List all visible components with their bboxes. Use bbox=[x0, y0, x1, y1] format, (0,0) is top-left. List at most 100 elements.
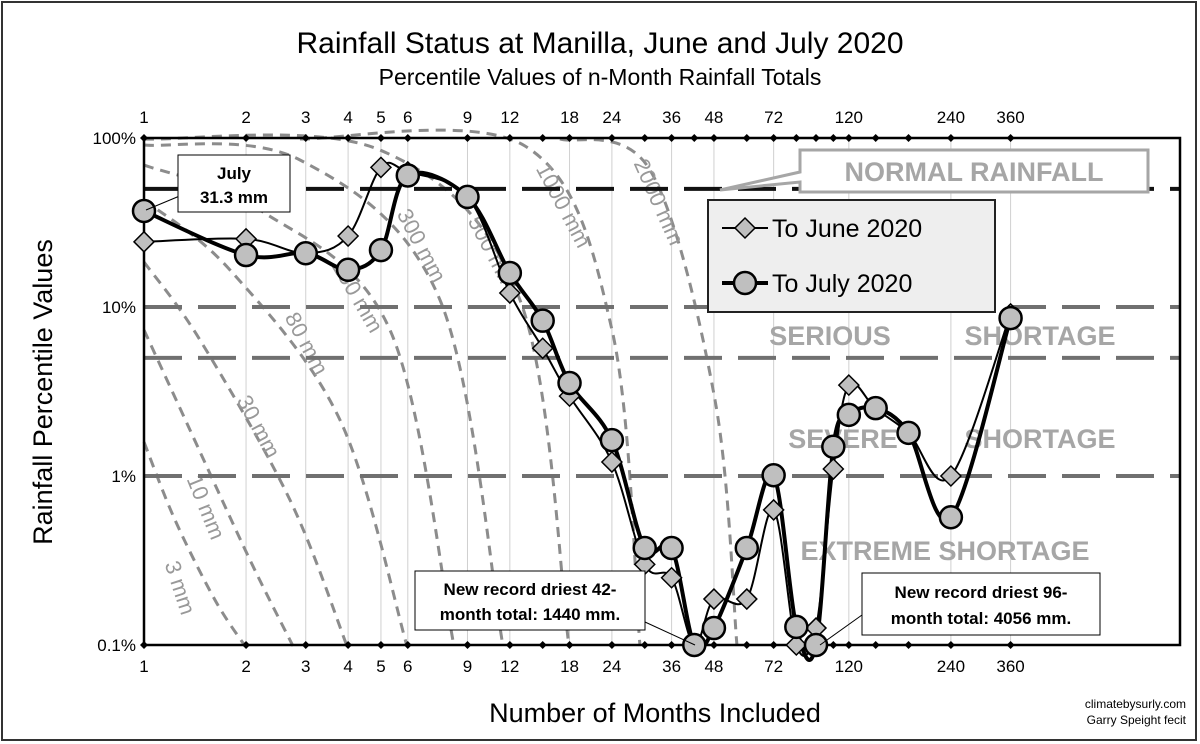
june-data-point bbox=[132, 230, 156, 253]
bottom-x-tick-label: 120 bbox=[835, 657, 863, 676]
bottom-x-tick-label: 6 bbox=[403, 657, 412, 676]
bottom-x-tick-label: 12 bbox=[500, 657, 519, 676]
record42-line2: month total: 1440 mm. bbox=[440, 605, 620, 624]
axis-tick-mark bbox=[769, 641, 778, 649]
legend-label-june: To June 2020 bbox=[772, 215, 922, 243]
bottom-x-tick-label: 48 bbox=[704, 657, 723, 676]
axis-tick-mark bbox=[640, 641, 649, 649]
bottom-x-tick-label: 36 bbox=[662, 657, 681, 676]
june-data-point bbox=[660, 566, 683, 589]
july-data-point bbox=[530, 308, 555, 333]
axis-tick-mark bbox=[607, 134, 616, 142]
july-data-point bbox=[836, 402, 862, 428]
axis-tick-mark bbox=[690, 134, 699, 142]
axis-tick-mark bbox=[946, 134, 955, 142]
credit-author: Garry Speight fecit bbox=[1087, 713, 1187, 727]
axis-tick-mark bbox=[463, 134, 472, 142]
axis-tick-mark bbox=[565, 134, 574, 142]
axis-tick-mark bbox=[403, 641, 412, 649]
rainfall-curve-label: 80 mm bbox=[280, 308, 334, 379]
axis-tick-mark bbox=[463, 641, 472, 649]
zone-label-serious: SERIOUS bbox=[769, 321, 891, 351]
top-x-tick-label: 6 bbox=[403, 108, 412, 127]
axis-tick-mark bbox=[829, 134, 838, 142]
rainfall-curve bbox=[142, 329, 295, 647]
bottom-x-tick-label: 360 bbox=[996, 657, 1024, 676]
top-x-tick-label: 36 bbox=[662, 108, 681, 127]
july-data-point bbox=[455, 184, 480, 210]
top-x-tick-label: 2 bbox=[241, 108, 250, 127]
bottom-x-tick-label: 18 bbox=[560, 657, 579, 676]
rainfall-curve bbox=[559, 137, 739, 647]
bottom-x-tick-label: 3 bbox=[301, 657, 310, 676]
july-callout-pointer bbox=[145, 194, 183, 211]
july-data-point bbox=[821, 434, 846, 459]
record42-annotation-box bbox=[414, 570, 646, 631]
bottom-x-tick-label: 72 bbox=[764, 657, 783, 676]
record96-line1: New record driest 96- bbox=[895, 583, 1068, 602]
axis-tick-mark bbox=[140, 641, 148, 649]
july-data-point bbox=[293, 240, 318, 266]
june-data-point bbox=[531, 337, 554, 360]
top-x-tick-label: 1 bbox=[139, 108, 148, 127]
rainfall-curve bbox=[143, 142, 505, 647]
y-tick-label: 1% bbox=[111, 467, 136, 486]
axis-tick-mark bbox=[640, 134, 649, 142]
axis-tick-mark bbox=[829, 641, 838, 649]
y-axis-label: Rainfall Percentile Values bbox=[28, 239, 58, 545]
july-data-point bbox=[368, 237, 394, 263]
top-x-tick-label: 12 bbox=[500, 108, 519, 127]
bottom-x-tick-label: 24 bbox=[602, 657, 621, 676]
top-x-tick-label: 18 bbox=[560, 108, 579, 127]
zone-label-normal: NORMAL RAINFALL bbox=[845, 157, 1104, 187]
x-axis-label: Number of Months Included bbox=[489, 698, 821, 728]
record96-pointer bbox=[819, 614, 863, 646]
axis-tick-mark bbox=[709, 134, 718, 142]
july-data-point bbox=[599, 427, 625, 453]
july-data-point bbox=[938, 505, 964, 530]
axis-tick-mark bbox=[140, 134, 148, 142]
top-x-tick-label: 48 bbox=[704, 108, 723, 127]
june-data-point bbox=[785, 633, 808, 657]
axis-tick-mark bbox=[844, 641, 853, 649]
top-x-tick-label: 120 bbox=[835, 108, 863, 127]
axis-tick-mark bbox=[376, 641, 385, 649]
rainfall-curve bbox=[142, 441, 247, 647]
bottom-x-tick-label: 2 bbox=[241, 657, 250, 676]
bottom-x-tick-label: 9 bbox=[463, 657, 472, 676]
axis-tick-mark bbox=[607, 641, 616, 649]
rainfall-curve bbox=[299, 128, 642, 647]
july-annotation-line1: July bbox=[217, 164, 252, 183]
axis-tick-mark bbox=[1006, 134, 1015, 142]
axis-tick-mark bbox=[844, 134, 853, 142]
axis-tick-mark bbox=[871, 641, 880, 649]
legend-marker-diamond bbox=[733, 216, 757, 240]
bottom-x-tick-label: 1 bbox=[139, 657, 148, 676]
zone-label-severe-shortage: SHORTAGE bbox=[964, 424, 1115, 454]
chart-subtitle: Percentile Values of n-Month Rainfall To… bbox=[379, 64, 822, 90]
credit-site: climatebysurly.com bbox=[1085, 697, 1186, 711]
rainfall-curve-label: 30 mm bbox=[232, 391, 286, 462]
top-x-tick-label: 72 bbox=[764, 108, 783, 127]
record96-line2: month total: 4056 mm. bbox=[891, 609, 1071, 628]
rainfall-curve-label: 1000 mm bbox=[531, 159, 596, 252]
axis-tick-mark bbox=[904, 641, 913, 649]
axis-tick-mark bbox=[301, 134, 310, 142]
july-data-point bbox=[557, 370, 582, 396]
june-data-point bbox=[939, 464, 962, 488]
axis-tick-mark bbox=[344, 134, 353, 142]
july-data-point bbox=[233, 242, 259, 268]
top-x-tick-label: 4 bbox=[343, 108, 352, 127]
june-data-point bbox=[498, 281, 521, 305]
axis-tick-mark bbox=[538, 641, 547, 649]
july-data-point bbox=[701, 615, 727, 641]
axis-tick-mark bbox=[403, 134, 412, 142]
top-x-tick-label: 3 bbox=[301, 108, 310, 127]
july-data-point bbox=[497, 260, 523, 286]
top-x-tick-label: 5 bbox=[376, 108, 385, 127]
axis-tick-mark bbox=[667, 134, 676, 142]
axis-tick-mark bbox=[344, 641, 353, 649]
axis-tick-mark bbox=[1006, 641, 1015, 649]
